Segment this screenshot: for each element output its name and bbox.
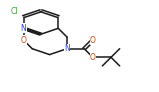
Text: N: N (64, 44, 70, 53)
Text: O: O (90, 53, 96, 62)
Text: N: N (21, 24, 26, 33)
Text: Cl: Cl (10, 7, 18, 16)
Text: O: O (90, 36, 96, 45)
Text: O: O (21, 36, 27, 45)
